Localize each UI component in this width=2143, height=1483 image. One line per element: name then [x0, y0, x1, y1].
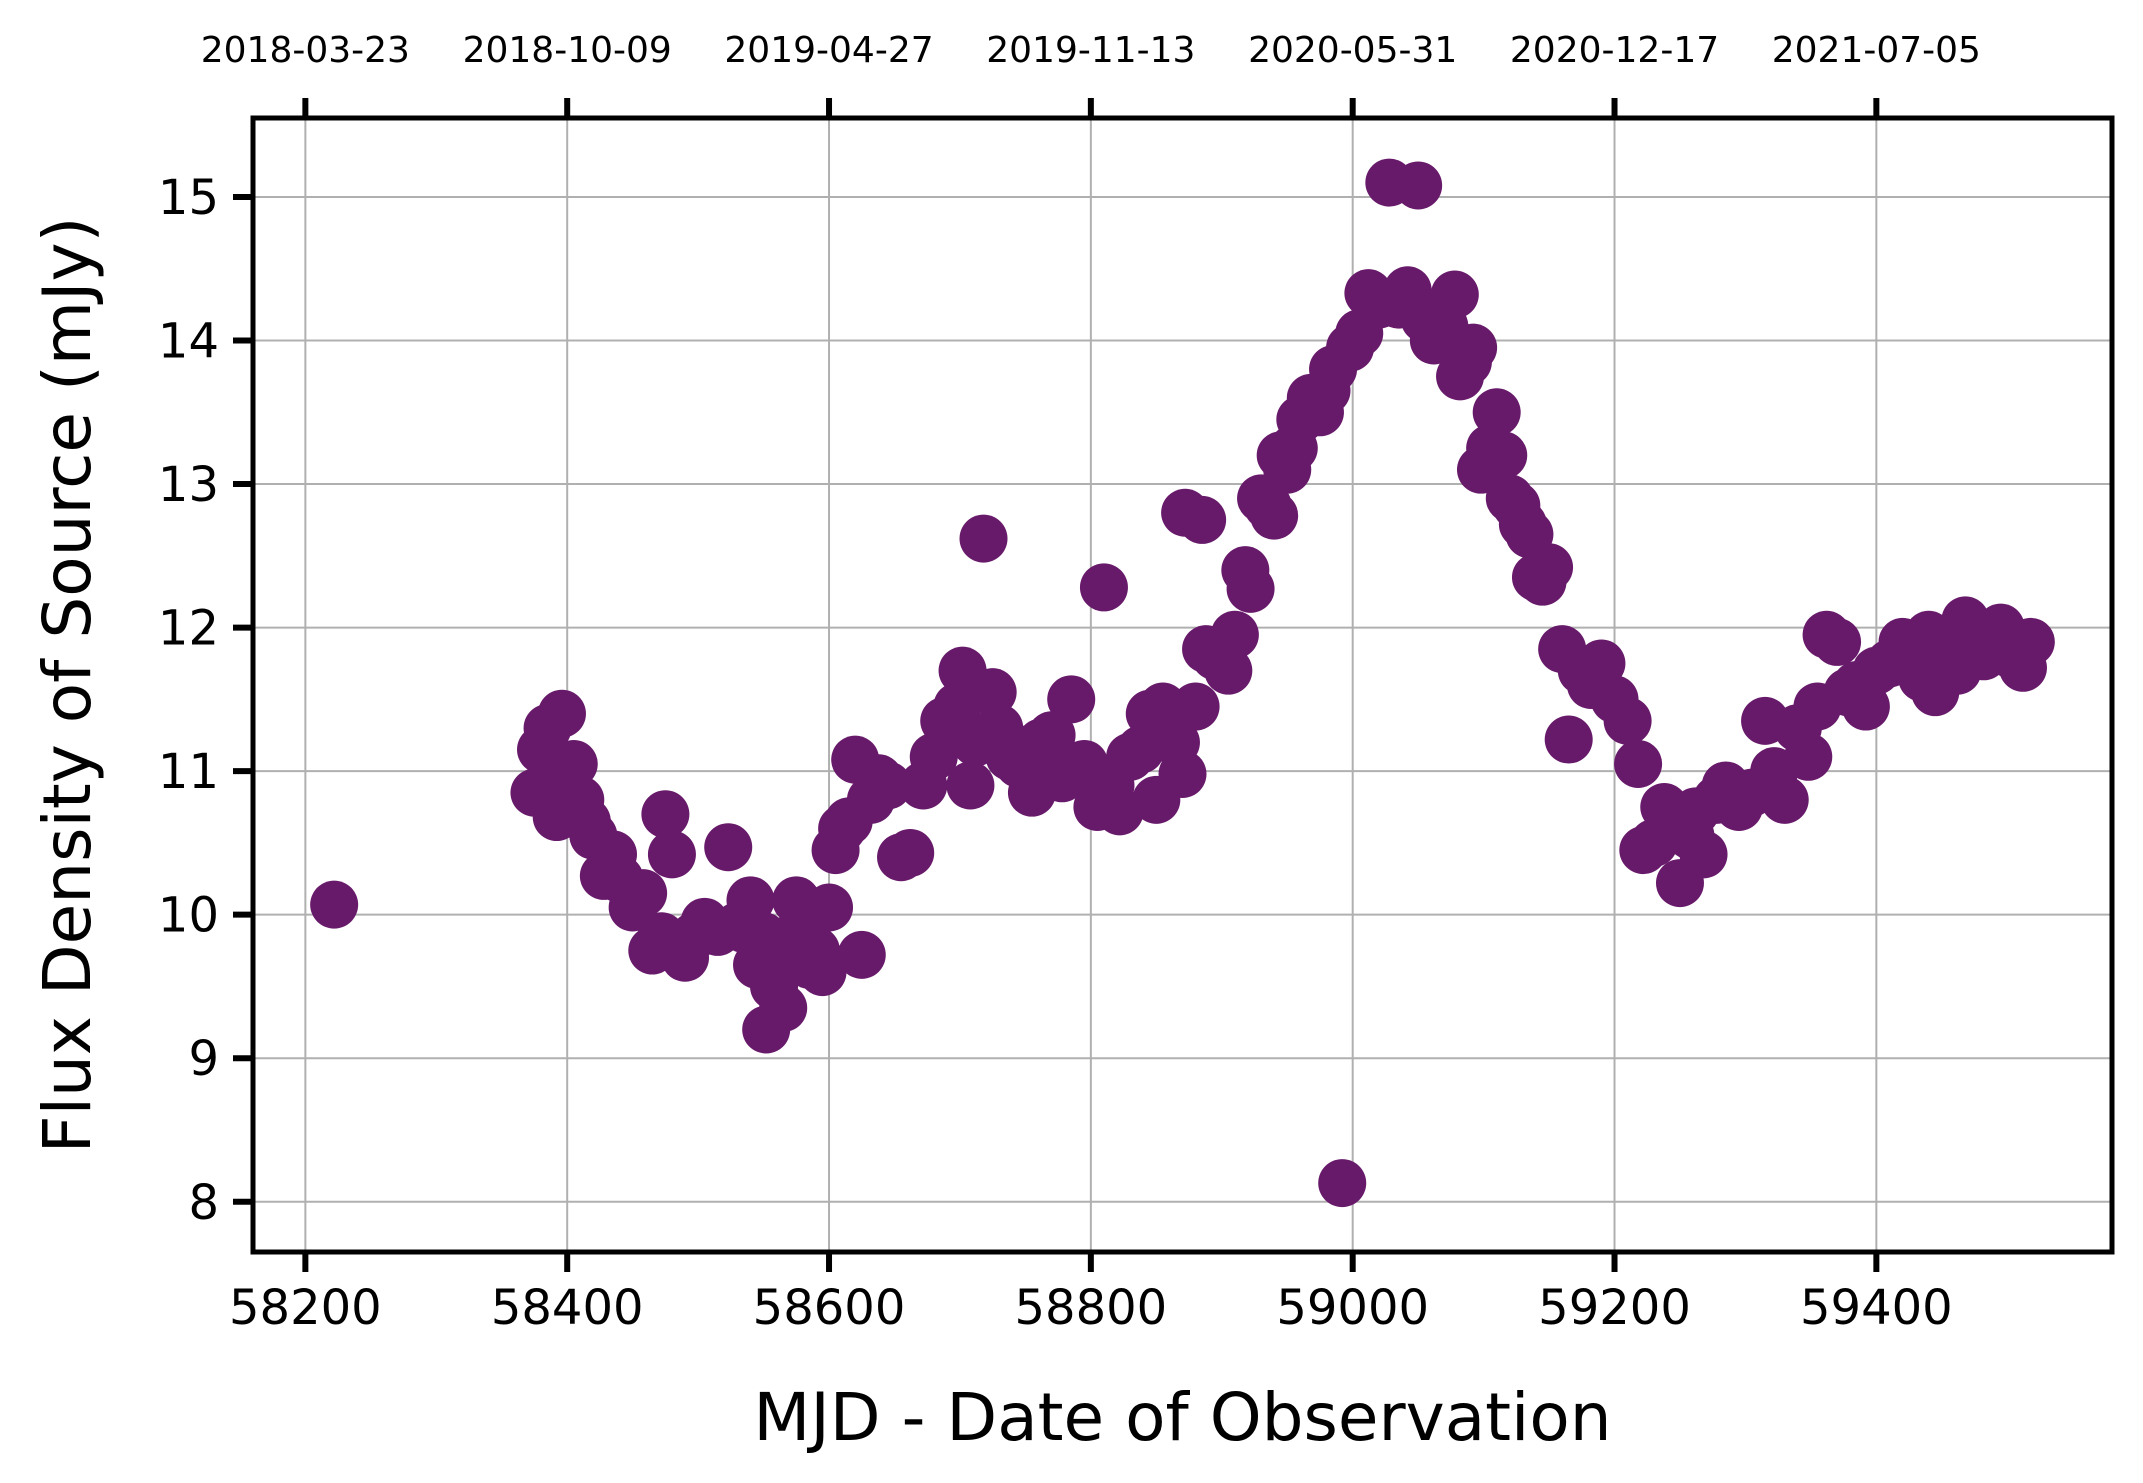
data-point: [1027, 711, 1076, 760]
data-point: [619, 869, 668, 918]
data-point: [886, 828, 935, 877]
x-tick-label: 58600: [753, 1280, 906, 1336]
y-tick-label: 11: [158, 744, 219, 800]
data-point: [704, 823, 753, 872]
data-point: [310, 880, 359, 929]
data-point: [1679, 830, 1728, 879]
data-point: [1047, 675, 1096, 724]
top-tick-label: 2018-10-09: [463, 30, 672, 71]
top-tick-label: 2020-12-17: [1510, 30, 1719, 71]
y-tick-label: 14: [158, 313, 219, 369]
data-point: [1210, 610, 1259, 659]
data-point: [1760, 775, 1809, 824]
data-point: [1394, 161, 1443, 210]
x-tick-label: 58400: [491, 1280, 644, 1336]
top-tick-label: 2021-07-05: [1772, 30, 1981, 71]
data-point: [1813, 617, 1862, 666]
data-point: [968, 668, 1017, 717]
data-point: [1525, 543, 1574, 592]
data-point: [805, 883, 854, 932]
data-point: [959, 514, 1008, 563]
top-tick-label: 2018-03-23: [201, 30, 410, 71]
data-point: [1171, 682, 1220, 731]
top-tick-label: 2019-11-13: [986, 30, 1195, 71]
data-point: [1472, 388, 1521, 437]
y-tick-label: 12: [158, 601, 219, 657]
x-axis-ticks: 58200 58400 58600 58800 59000 59200 59400: [229, 1252, 1953, 1336]
data-point: [1204, 646, 1253, 695]
data-point: [1479, 431, 1528, 480]
data-point: [549, 739, 598, 788]
x-axis-title: MJD - Date of Observation: [753, 1379, 1611, 1456]
data-point: [759, 983, 808, 1032]
y-tick-label: 10: [158, 888, 219, 944]
y-axis-title: Flux Density of Source (mJy): [29, 217, 106, 1154]
data-point: [2006, 617, 2055, 666]
data-point: [1079, 563, 1128, 612]
data-point: [537, 689, 586, 738]
data-point: [946, 761, 995, 810]
data-point: [1250, 491, 1299, 540]
y-tick-label: 13: [158, 457, 219, 513]
x-tick-label: 59400: [1800, 1280, 1953, 1336]
x-tick-label: 58200: [229, 1280, 382, 1336]
data-point: [1784, 732, 1833, 781]
x-tick-label: 58800: [1015, 1280, 1168, 1336]
y-axis-ticks: 8 9 10 11 12 13 14 15: [158, 170, 253, 1231]
data-point: [1178, 495, 1227, 544]
y-tick-label: 8: [188, 1175, 219, 1231]
data-point: [1614, 739, 1663, 788]
data-point: [837, 930, 886, 979]
plot-frame: [250, 115, 2115, 1255]
top-date-axis-ticks: 2018-03-23 2018-10-09 2019-04-27 2019-11-13…: [201, 30, 1981, 118]
y-tick-label: 9: [188, 1031, 219, 1087]
data-point: [863, 761, 912, 810]
data-point: [641, 790, 690, 839]
data-point: [1603, 696, 1652, 745]
data-point: [1158, 749, 1207, 798]
data-points: [310, 158, 2055, 1208]
data-point: [1449, 323, 1498, 372]
data-point: [647, 830, 696, 879]
top-tick-label: 2020-05-31: [1248, 30, 1457, 71]
top-tick-label: 2019-04-27: [724, 30, 933, 71]
data-point: [1226, 564, 1275, 613]
data-point: [1430, 270, 1479, 319]
data-point: [1095, 787, 1144, 836]
x-tick-label: 59000: [1276, 1280, 1429, 1336]
x-tick-label: 59200: [1538, 1280, 1691, 1336]
data-point: [1318, 1159, 1367, 1208]
y-tick-label: 15: [158, 170, 219, 226]
data-point: [798, 948, 847, 997]
data-point: [1544, 715, 1593, 764]
